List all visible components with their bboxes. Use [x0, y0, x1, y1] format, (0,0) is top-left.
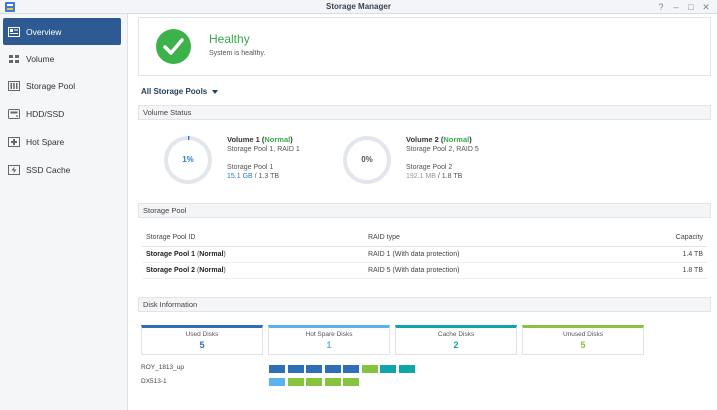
main-content: Healthy System is healthy. All Storage P… [138, 17, 711, 407]
card-label: Used Disks [185, 331, 219, 338]
disk-slot[interactable] [287, 378, 304, 386]
hdd-icon [8, 108, 20, 119]
volume-2-title: Volume 2 (Normal) [406, 135, 472, 144]
disk-slot[interactable] [343, 365, 359, 373]
sidebar-item-hot-spare[interactable]: Hot Spare [3, 128, 121, 155]
close-button[interactable]: ✕ [702, 2, 710, 12]
storage-pool-table: Storage Pool ID RAID type Capacity Stora… [142, 229, 707, 279]
card-label: Cache Disks [437, 331, 475, 338]
disk-slot[interactable] [343, 378, 359, 386]
raid-cell: RAID 5 (With data protection) [364, 262, 615, 279]
volume-1-title: Volume 1 (Normal) [227, 135, 293, 144]
sidebar-item-label: SSD Cache [26, 164, 71, 175]
volume-status-header: Volume Status [138, 105, 711, 120]
volume-1-percent: 1% [182, 155, 194, 164]
card-label: Unused Disks [562, 331, 604, 338]
disk-slot[interactable] [306, 378, 322, 386]
sidebar-item-hdd-ssd[interactable]: HDD/SSD [3, 100, 121, 127]
column-header: Capacity [614, 229, 707, 247]
window-title: Storage Manager [326, 2, 391, 11]
disk-slot[interactable] [306, 365, 322, 373]
card-value: 2 [453, 340, 459, 350]
health-panel: Healthy System is healthy. [138, 17, 711, 76]
sidebar-item-label: Overview [26, 26, 62, 37]
disk-information-header: Disk Information [138, 297, 711, 312]
card-label: Hot Spare Disks [305, 331, 353, 338]
table-header-row: Storage Pool ID RAID type Capacity [142, 229, 707, 247]
volume-1-pool: Storage Pool 1 [227, 164, 274, 171]
disk-slot[interactable] [380, 365, 396, 373]
health-subtitle: System is healthy. [209, 50, 266, 57]
column-header: Storage Pool ID [142, 229, 364, 247]
maximize-button[interactable]: □ [688, 2, 694, 12]
disk-slot[interactable] [324, 378, 341, 386]
disk-slot[interactable] [324, 365, 341, 373]
sidebar-item-label: Hot Spare [26, 136, 65, 147]
capacity-cell: 1.4 TB [614, 246, 707, 263]
disk-slot[interactable] [398, 365, 415, 373]
enclosure-label: DX513-1 [141, 378, 167, 385]
volume-1-capacity: 15.1 GB / 1.3 TB [227, 173, 280, 180]
sidebar-item-overview[interactable]: Overview [3, 18, 121, 45]
sidebar-item-ssd-cache[interactable]: SSD Cache [3, 156, 121, 183]
enclosure-label: ROY_1813_up [141, 364, 185, 371]
title-bar: Storage Manager ? – □ ✕ [0, 0, 717, 14]
card-value: 5 [199, 340, 205, 350]
volume-icon [8, 54, 20, 64]
table-row[interactable]: Storage Pool 2 (Normal) RAID 5 (With dat… [142, 262, 707, 279]
chevron-down-icon [212, 89, 219, 94]
cache-disks-card[interactable]: Cache Disks 2 [395, 325, 517, 355]
storage-pool-icon [8, 80, 20, 91]
sidebar-item-label: Storage Pool [26, 80, 76, 91]
pool-name-cell: Storage Pool 1 (Normal) [142, 246, 364, 263]
table-row[interactable]: Storage Pool 1 (Normal) RAID 1 (With dat… [142, 246, 707, 263]
storage-manager-logo-icon [4, 1, 16, 13]
check-icon [156, 29, 191, 64]
volume-1-usage-donut: 1% [163, 135, 213, 185]
ssd-cache-icon [8, 164, 20, 175]
pool-name-cell: Storage Pool 2 (Normal) [142, 262, 364, 279]
hot-spare-disks-card[interactable]: Hot Spare Disks 1 [268, 325, 390, 355]
raid-cell: RAID 1 (With data protection) [364, 246, 615, 263]
minimize-button[interactable]: – [673, 2, 679, 12]
sidebar-item-volume[interactable]: Volume [3, 45, 121, 72]
health-title: Healthy [209, 32, 250, 46]
sidebar-item-label: HDD/SSD [26, 108, 65, 119]
disk-slot[interactable] [287, 365, 304, 373]
sidebar-item-storage-pool[interactable]: Storage Pool [3, 72, 121, 99]
volume-1-status: Normal [264, 135, 291, 144]
volume-2-desc: Storage Pool 2, RAID 5 [406, 146, 479, 153]
card-value: 1 [326, 340, 332, 350]
help-button[interactable]: ? [658, 2, 664, 12]
storage-pools-dropdown[interactable]: All Storage Pools [141, 87, 219, 96]
unused-disks-card[interactable]: Unused Disks 5 [522, 325, 644, 355]
disk-slot[interactable] [269, 365, 285, 373]
volume-1-desc: Storage Pool 1, RAID 1 [227, 146, 300, 153]
used-disks-card[interactable]: Used Disks 5 [141, 325, 263, 355]
volume-2-capacity: 192.1 MB / 1.8 TB [406, 173, 463, 180]
card-value: 5 [580, 340, 586, 350]
volume-2-pool: Storage Pool 2 [406, 164, 453, 171]
capacity-cell: 1.8 TB [614, 262, 707, 279]
storage-pool-header: Storage Pool [138, 203, 711, 218]
sidebar: Overview Volume Storage Pool HDD/SSD Hot… [0, 14, 128, 410]
hot-spare-icon [8, 136, 20, 147]
volume-2-percent: 0% [361, 155, 373, 164]
column-header: RAID type [364, 229, 615, 247]
volume-2-usage-donut: 0% [342, 135, 392, 185]
dropdown-label: All Storage Pools [141, 87, 208, 96]
disk-slot[interactable] [269, 378, 285, 386]
disk-slot[interactable] [361, 365, 378, 373]
volume-2-status: Normal [443, 135, 470, 144]
sidebar-item-label: Volume [26, 53, 55, 64]
overview-icon [8, 26, 20, 37]
